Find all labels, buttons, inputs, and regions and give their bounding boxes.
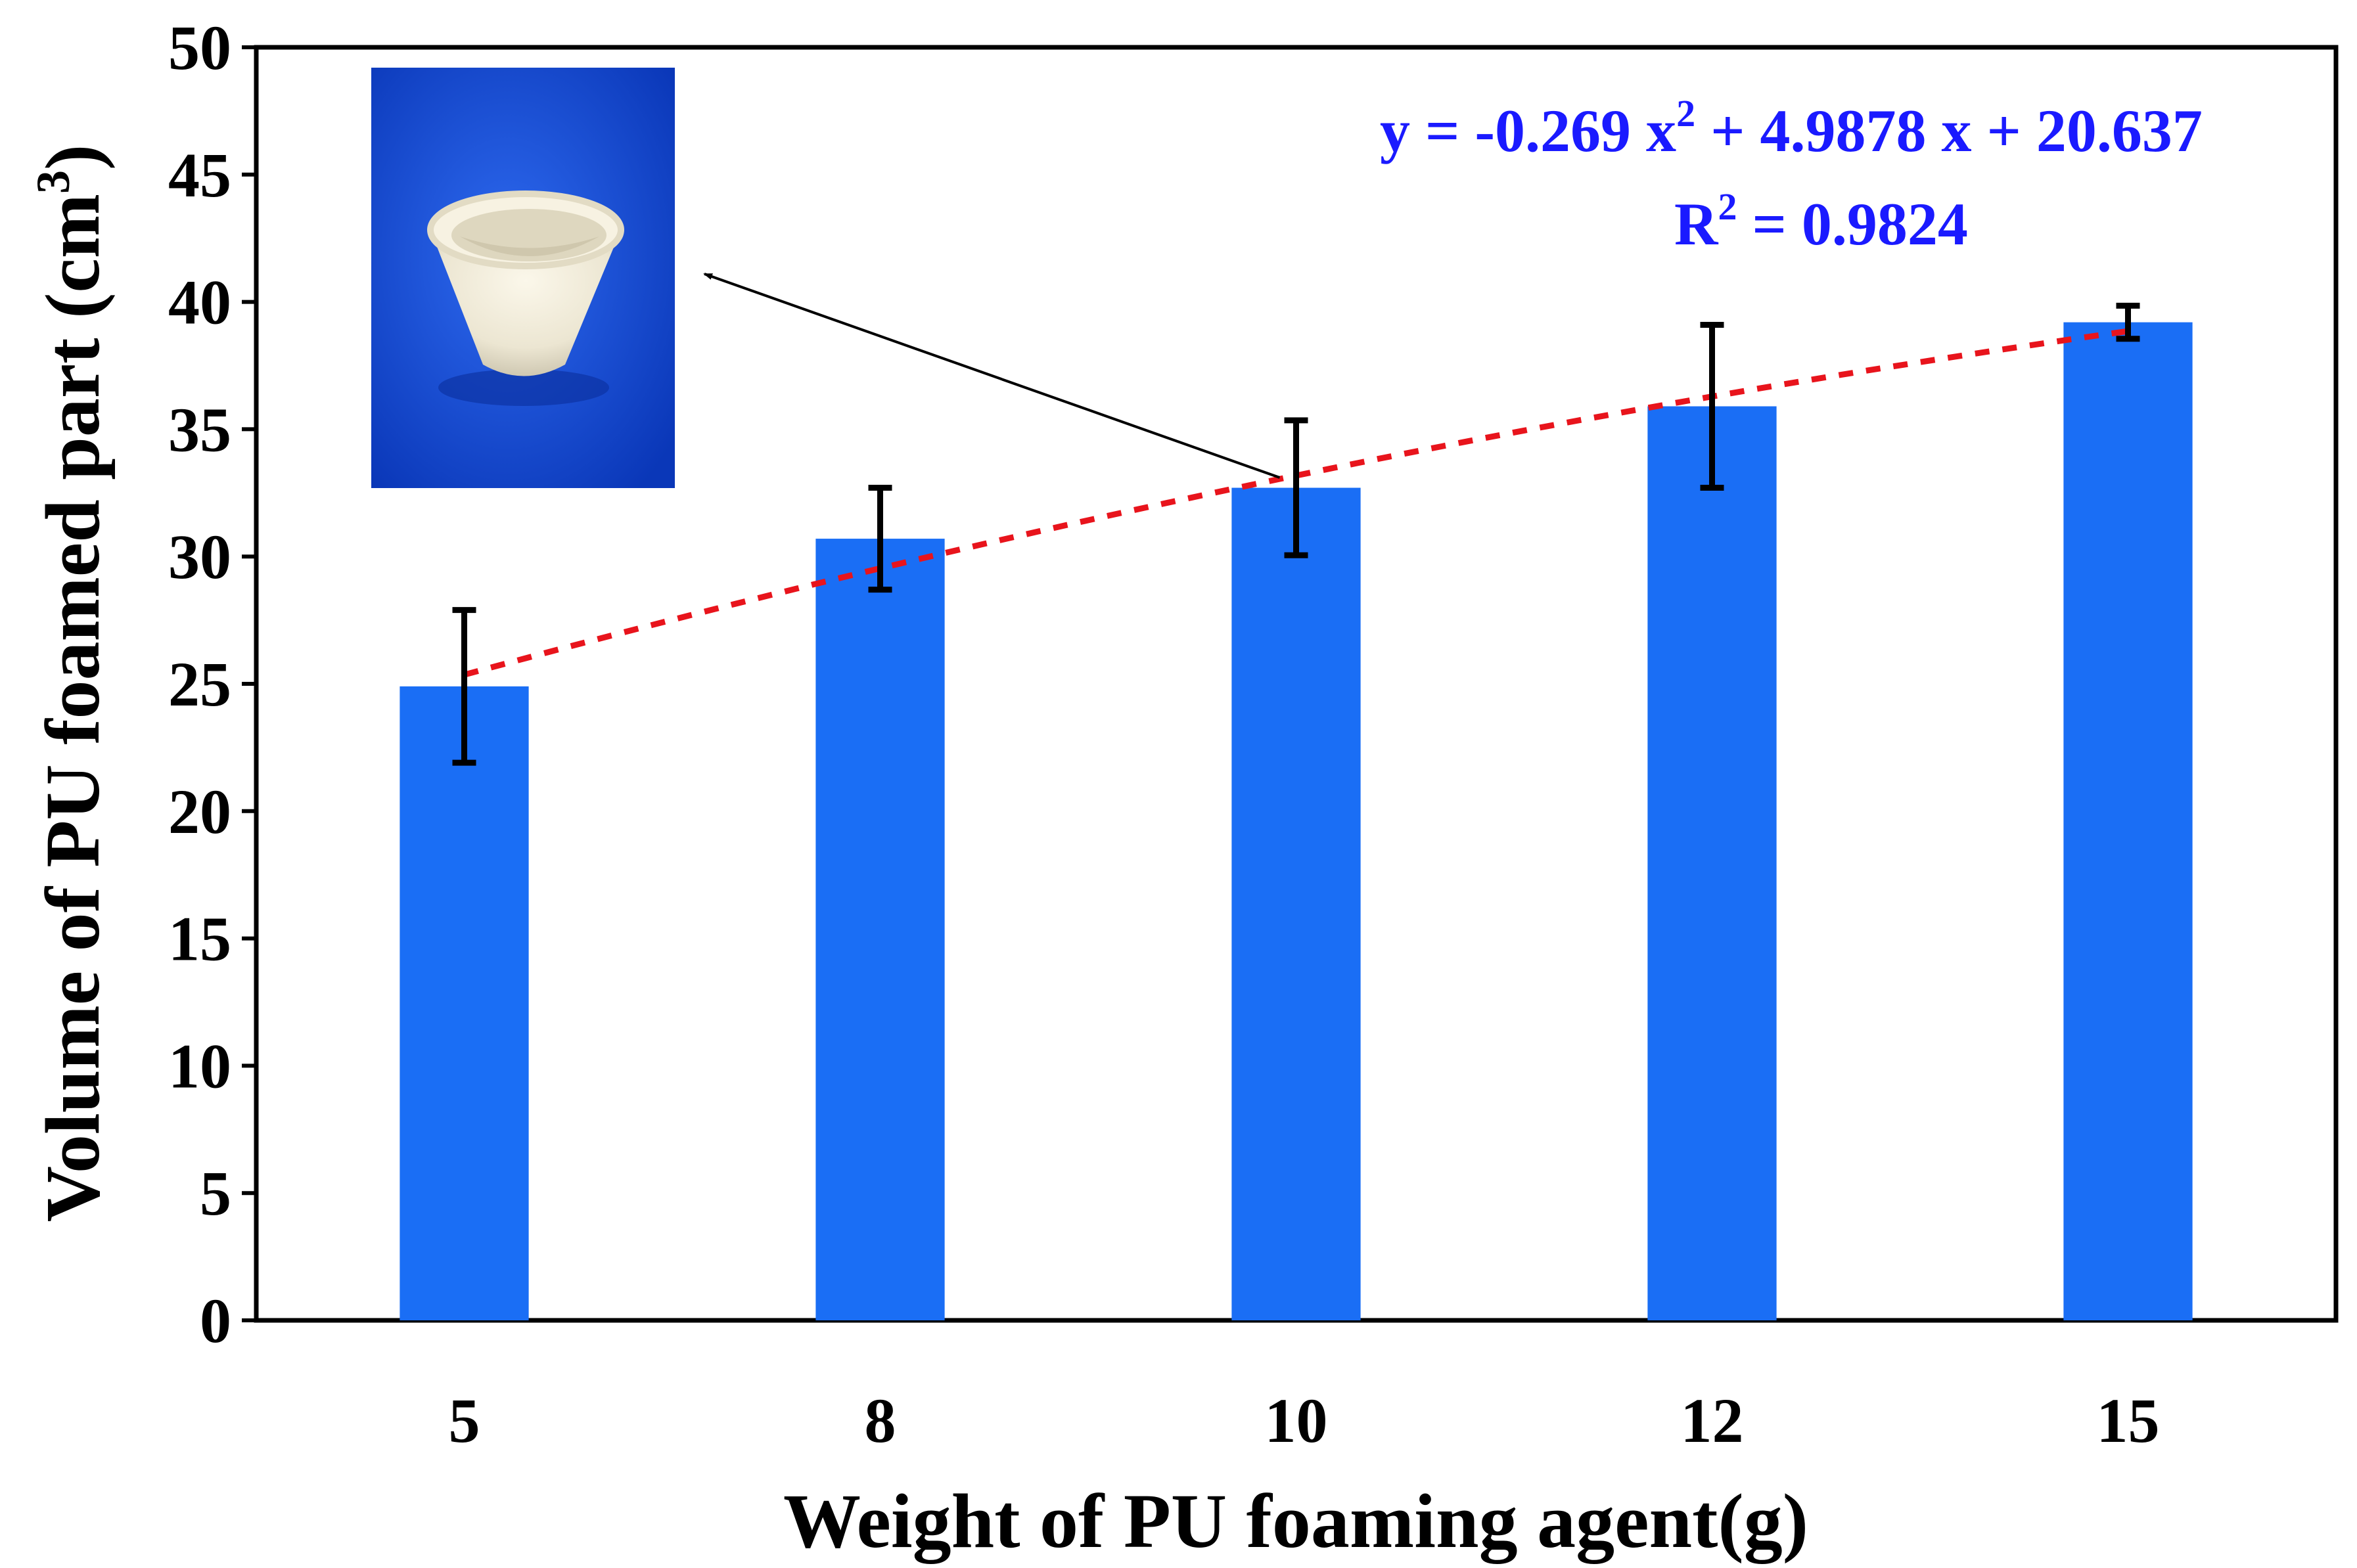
bar-10 [1231,487,1361,1320]
bar-15 [2063,322,2193,1320]
x-tick-label-8: 8 [865,1385,896,1456]
y-tick-label-20: 20 [168,776,231,847]
inset-arrow [703,273,1281,479]
trend-equation: y = -0.269 x2 + 4.9878 x + 20.637 [1380,92,2203,164]
x-tick-label-12: 12 [1681,1385,1744,1456]
bar-8 [815,539,945,1320]
y-tick-label-5: 5 [200,1158,231,1228]
x-axis-title: Weight of PU foaming agent(g) [783,1478,1808,1564]
y-axis: 0 5 10 15 20 25 30 35 40 45 50 [168,12,256,1356]
y-axis-title: Volume of PU foamed part (cm3) [27,145,116,1222]
trend-equation-exponent: 2 [1676,92,1695,135]
bar-12 [1647,406,1777,1320]
y-tick-label-30: 30 [168,522,231,592]
y-axis-title-suffix: ) [30,145,116,170]
y-tick-label-10: 10 [168,1031,231,1101]
r-squared-exponent: 2 [1718,185,1737,228]
x-tick-label-5: 5 [449,1385,480,1456]
x-tick-label-15: 15 [2097,1385,2160,1456]
r-squared-prefix: R [1674,190,1719,258]
y-axis-title-exponent: 3 [27,170,80,194]
foamed-cup-photo-icon [427,190,624,406]
trend-equation-suffix: + 4.9878 x + 20.637 [1695,97,2203,164]
y-tick-label-35: 35 [168,394,231,464]
inset-photo [371,68,675,488]
r-squared: R2 = 0.9824 [1674,185,1968,258]
bars-group [400,322,2193,1320]
error-bars-group [452,302,2140,766]
y-tick-label-0: 0 [200,1286,231,1356]
y-axis-title-main: Volume of PU foamed part (cm [30,194,116,1222]
y-tick-label-50: 50 [168,12,231,83]
bar-5 [400,686,529,1320]
x-axis: 5 8 10 12 15 [449,1385,2160,1456]
y-tick-label-40: 40 [168,267,231,338]
trend-equation-prefix: y = -0.269 x [1380,97,1676,164]
r-squared-suffix: = 0.9824 [1737,190,1967,258]
y-tick-label-45: 45 [168,140,231,210]
y-tick-label-15: 15 [168,904,231,974]
y-tick-label-25: 25 [168,649,231,719]
x-tick-label-10: 10 [1265,1385,1328,1456]
